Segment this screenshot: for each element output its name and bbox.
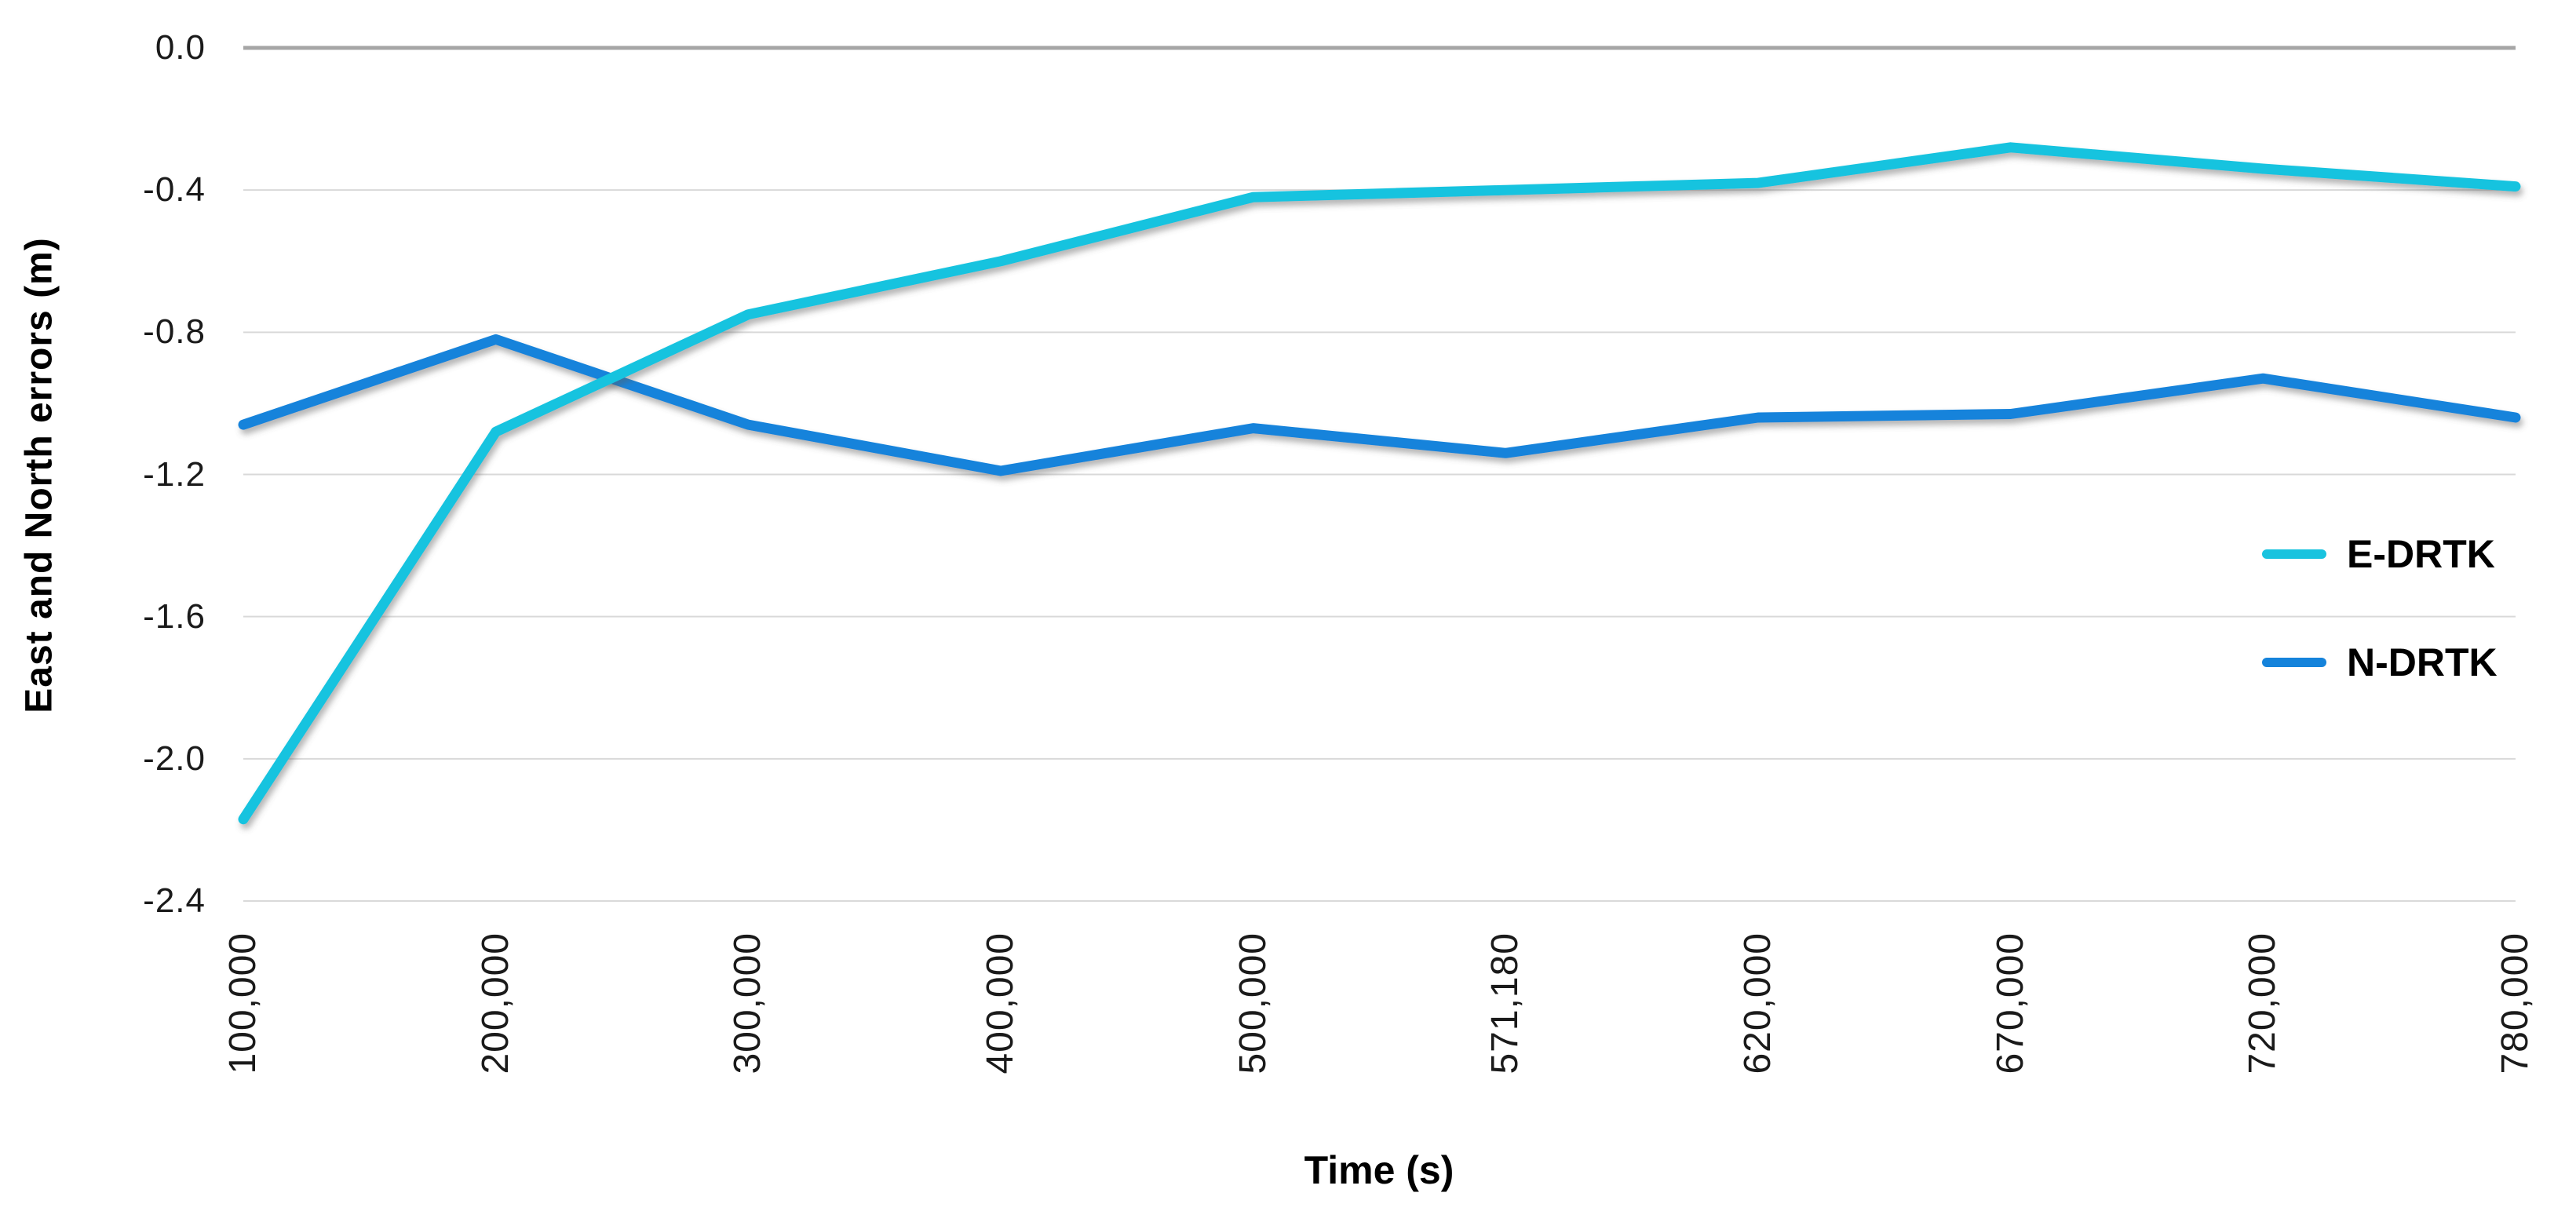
y-tick-label: -2.0 [143,739,206,778]
x-tick-label: 100,000 [222,932,264,1074]
x-tick-label: 400,000 [980,932,1021,1074]
y-tick-label: -0.8 [143,312,206,352]
x-tick-label: 780,000 [2494,932,2536,1074]
n-drtk-line-swatch-icon [2262,658,2326,667]
legend-item-e-drtk: E-DRTK [2262,524,2498,584]
n-drtk-line [238,334,2521,476]
y-tick-label: -1.2 [143,454,206,494]
y-axis-title: East and North errors (m) [18,237,60,713]
y-tick-label: -0.4 [143,170,206,210]
e-drtk-line-swatch-icon [2262,549,2326,559]
x-tick-label: 500,000 [1231,932,1274,1074]
gridlines [243,46,2516,902]
x-tick-label: 720,000 [2242,932,2284,1074]
y-tick-label: 0.0 [155,28,206,67]
legend-item-n-drtk: N-DRTK [2262,633,2498,692]
x-tick-label: 670,000 [1989,932,2031,1074]
x-tick-label: 200,000 [474,932,516,1074]
legend-label-e-drtk: E-DRTK [2347,532,2495,576]
x-tick-label: 620,000 [1737,932,1779,1074]
y-tick-label: -2.4 [143,881,206,920]
series-lines [238,142,2521,825]
x-axis-title: Time (s) [1304,1148,1454,1192]
x-tick-label: 300,000 [727,932,769,1074]
e-drtk-line [238,142,2521,825]
x-tick-label: 571,180 [1484,932,1527,1074]
legend: E-DRTK N-DRTK [2262,524,2498,692]
legend-label-n-drtk: N-DRTK [2347,640,2498,684]
y-tick-label: -1.6 [143,596,206,636]
